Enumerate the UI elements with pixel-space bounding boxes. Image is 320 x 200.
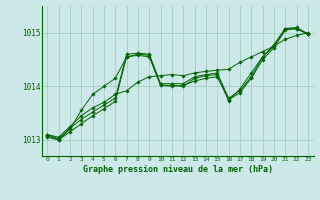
X-axis label: Graphe pression niveau de la mer (hPa): Graphe pression niveau de la mer (hPa) bbox=[83, 165, 273, 174]
